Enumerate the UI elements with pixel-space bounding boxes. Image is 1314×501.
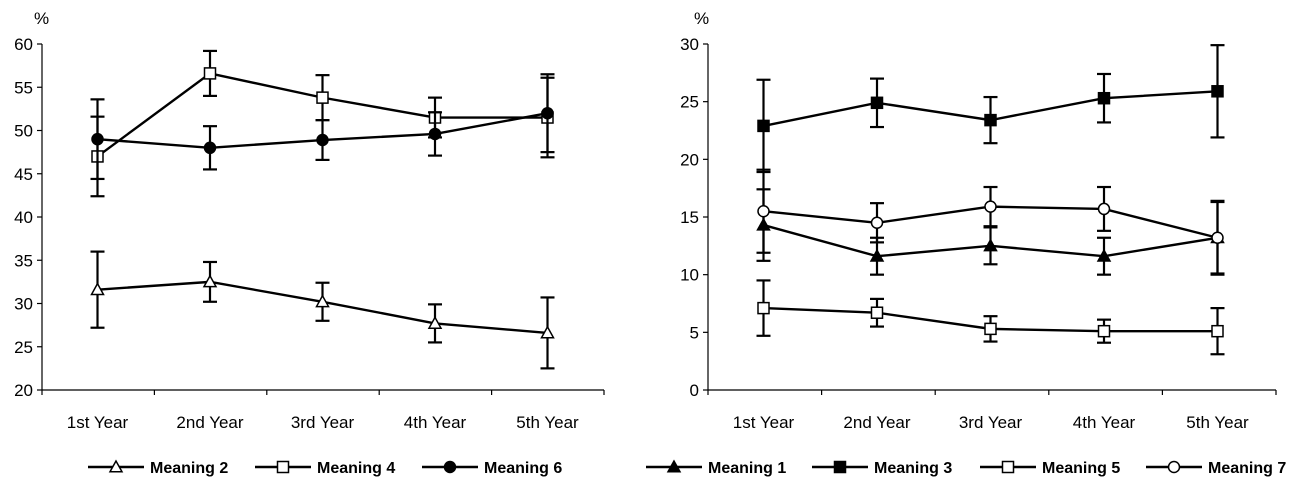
legend-item-meaning-2: Meaning 2	[88, 459, 228, 477]
legend-marker	[1001, 460, 1015, 474]
chart-right: % 0 5 10 15 20 25 30 1st Year 2nd Year 3rd Year 4th…	[646, 9, 1286, 477]
data-point	[203, 141, 217, 155]
y-tick-label: 55	[14, 78, 33, 97]
data-point	[316, 133, 329, 147]
data-point	[983, 238, 998, 252]
data-point	[202, 274, 218, 288]
x-tick-label: 5th Year	[1186, 413, 1249, 432]
data-point	[757, 301, 770, 315]
x-tick-label: 4th Year	[404, 413, 467, 432]
data-point	[90, 282, 105, 296]
y-tick-label: 40	[14, 208, 33, 227]
legend-label: Meaning 1	[708, 460, 786, 477]
series-meaning-3	[756, 44, 1225, 174]
data-point	[1096, 248, 1112, 262]
data-point	[1097, 91, 1111, 105]
y-tick-label: 25	[680, 93, 699, 112]
y-tick-label: 50	[14, 122, 33, 141]
data-point	[540, 325, 555, 339]
data-point	[428, 127, 442, 141]
y-tick-label: 30	[680, 35, 699, 54]
y-tick-label: 20	[680, 150, 699, 169]
y-tick-label: 5	[690, 323, 699, 342]
data-point	[757, 119, 770, 133]
data-point	[870, 96, 884, 110]
legend-marker	[1167, 460, 1181, 474]
legend-label: Meaning 5	[1042, 460, 1120, 477]
data-point	[203, 67, 217, 80]
y-unit-label: %	[694, 9, 709, 28]
x-tick-label: 5th Year	[516, 413, 579, 432]
legend-label: Meaning 3	[874, 460, 952, 477]
y-tick-label: 45	[14, 165, 33, 184]
data-point	[984, 322, 997, 336]
y-unit-label: %	[34, 9, 49, 28]
data-point	[870, 306, 884, 319]
chart-left: % 20 25 30 35 40 45 50 55 60 1st Year 2nd Year 3rd Y…	[14, 9, 605, 477]
data-point	[541, 106, 554, 120]
y-tick-label: 10	[680, 266, 699, 285]
x-tick-label: 1st Year	[67, 413, 129, 432]
y-tick-label: 30	[14, 295, 33, 314]
data-point	[427, 315, 443, 329]
x-tick-label: 1st Year	[733, 413, 795, 432]
legend-item-meaning-3: Meaning 3	[812, 460, 952, 477]
y-tick-label: 35	[14, 251, 33, 270]
y-tick-label: 0	[690, 381, 699, 400]
data-point	[869, 248, 885, 262]
x-tick-label: 3rd Year	[959, 413, 1023, 432]
legend: Meaning 1 Meaning 3 Meaning 5 Meaning 7	[646, 459, 1286, 477]
data-point	[1097, 324, 1111, 338]
legend-label: Meaning 4	[317, 460, 395, 477]
legend-item-meaning-4: Meaning 4	[255, 460, 395, 477]
y-tick-label: 15	[680, 208, 699, 227]
data-point	[1211, 324, 1224, 338]
legend-item-meaning-7: Meaning 7	[1146, 460, 1286, 477]
y-tick-label: 25	[14, 338, 33, 357]
legend-item-meaning-5: Meaning 5	[980, 460, 1120, 477]
x-tick-label: 3rd Year	[291, 413, 355, 432]
series-meaning-7	[756, 168, 1225, 276]
data-point	[91, 132, 104, 146]
legend-marker	[666, 459, 682, 473]
legend-marker	[276, 460, 290, 474]
data-point	[1211, 231, 1224, 245]
legend-label: Meaning 6	[484, 460, 562, 477]
data-point	[1211, 85, 1224, 98]
series-meaning-6	[90, 73, 555, 181]
y-tick-label: 60	[14, 35, 33, 54]
legend-item-meaning-6: Meaning 6	[422, 460, 562, 477]
data-point	[984, 200, 997, 213]
x-tick-label: 4th Year	[1073, 413, 1136, 432]
data-point	[984, 113, 997, 127]
data-point	[870, 216, 884, 230]
data-point	[315, 294, 330, 308]
y-tick-label: 20	[14, 381, 33, 400]
data-point	[1097, 202, 1111, 216]
x-tick-label: 2nd Year	[176, 413, 243, 432]
series-meaning-5	[756, 279, 1225, 356]
legend: Meaning 2 Meaning 4 Meaning 6	[88, 459, 562, 477]
legend-marker	[833, 460, 847, 474]
series-meaning-2	[90, 250, 555, 370]
data-point	[316, 91, 329, 104]
legend-label: Meaning 2	[150, 460, 228, 477]
legend-item-meaning-1: Meaning 1	[646, 459, 786, 477]
data-point	[757, 204, 770, 218]
legend-marker	[108, 459, 124, 473]
legend-label: Meaning 7	[1208, 460, 1286, 477]
legend-marker	[443, 460, 457, 474]
x-tick-label: 2nd Year	[843, 413, 910, 432]
